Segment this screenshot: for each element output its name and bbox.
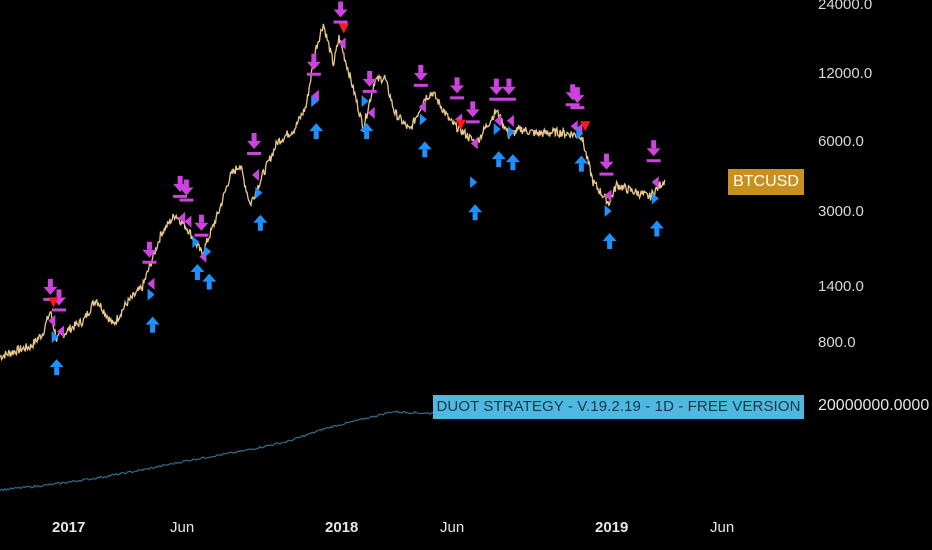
equity-line <box>0 404 470 492</box>
buy-signal-arrow <box>649 192 664 237</box>
sell-signal-arrow <box>362 70 377 119</box>
sell-signal-arrow <box>247 132 262 181</box>
x-tick-label: Jun <box>710 519 734 536</box>
sell-signal-arrow <box>489 78 504 127</box>
sell-signal-arrow <box>599 153 614 202</box>
price-line-layer <box>0 23 666 362</box>
sell-signal-arrow <box>142 241 157 290</box>
strategy-label: DUOT STRATEGY - V.19.2.19 - 1D - FREE VE… <box>433 395 804 419</box>
sell-signal-arrow <box>413 64 428 113</box>
red-trend-marker <box>338 23 349 34</box>
signal-markers-layer <box>43 1 664 376</box>
y-tick-label: 1400.0 <box>818 278 864 295</box>
equity-value-label: 20000000.0000 <box>818 397 930 414</box>
sell-signal-arrow <box>465 101 480 150</box>
red-trend-marker <box>455 119 466 130</box>
y-tick-label: 6000.0 <box>818 133 864 150</box>
y-axis[interactable]: 24000.0 12000.0 6000.0 3000.0 1400.0 800… <box>818 0 872 351</box>
buy-signal-arrow <box>49 331 64 376</box>
sell-signal-arrow <box>450 77 465 126</box>
buy-signal-arrow <box>359 95 374 140</box>
x-tick-label: 2018 <box>325 519 358 536</box>
red-trend-marker <box>580 121 591 132</box>
equity-curve-layer <box>0 404 470 492</box>
x-tick-label: Jun <box>170 519 194 536</box>
sell-signal-arrow <box>501 78 516 127</box>
sell-signal-arrow <box>179 179 194 228</box>
sell-signal-arrow <box>646 140 661 189</box>
price-line <box>0 23 666 362</box>
y-tick-label: 3000.0 <box>818 203 864 220</box>
sell-signal-arrow <box>306 53 321 102</box>
buy-signal-arrow <box>468 176 483 221</box>
x-tick-label: 2019 <box>595 519 628 536</box>
x-tick-label: 2017 <box>52 519 85 536</box>
buy-signal-arrow <box>505 126 520 171</box>
buy-signal-arrow <box>417 113 432 158</box>
x-axis[interactable]: 2017 Jun 2018 Jun 2019 Jun <box>52 519 734 536</box>
buy-signal-arrow <box>574 127 589 172</box>
red-trend-marker <box>48 297 59 308</box>
buy-signal-arrow <box>309 95 324 140</box>
y-tick-label: 800.0 <box>818 334 856 351</box>
symbol-badge: BTCUSD <box>728 169 804 195</box>
sell-signal-arrow <box>333 1 348 50</box>
buy-signal-arrow <box>491 123 506 168</box>
buy-signal-arrow <box>253 186 268 231</box>
y-tick-label: 24000.0 <box>818 0 872 13</box>
buy-signal-arrow <box>190 236 205 281</box>
y-tick-label: 12000.0 <box>818 65 872 82</box>
buy-signal-arrow <box>602 205 617 250</box>
buy-signal-arrow <box>145 288 160 333</box>
x-tick-label: Jun <box>440 519 464 536</box>
buy-signal-arrow <box>202 245 217 290</box>
